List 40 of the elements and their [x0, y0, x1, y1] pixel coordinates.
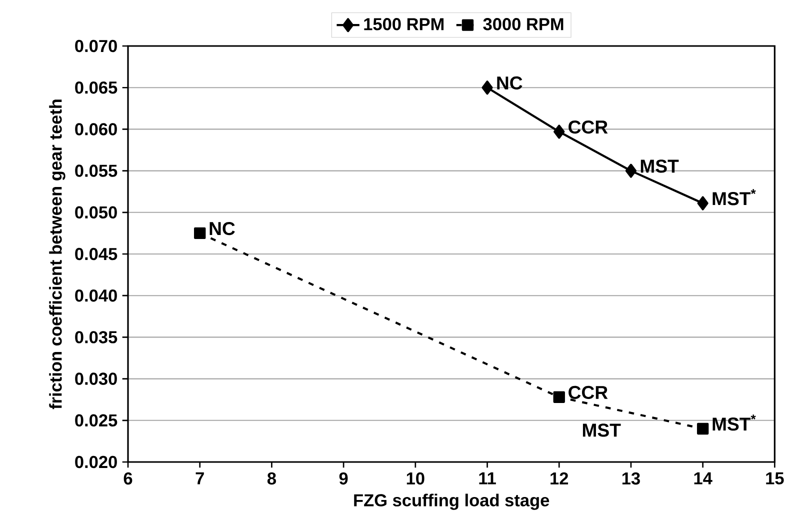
x-tick-label: 8: [267, 472, 276, 485]
x-tick-label: 14: [694, 472, 712, 484]
annotation: MST$^{*}$: [712, 414, 756, 431]
y-tick-label: 0.045: [75, 248, 118, 260]
annotation: NC: [497, 76, 522, 90]
legend-label: 1500 RPM: [364, 18, 444, 30]
y-tick-label: 0.065: [75, 81, 118, 94]
annotation: MST: [640, 160, 679, 173]
x-tick-label: 13: [622, 472, 640, 485]
x-tick-label: 11: [479, 472, 496, 484]
annotation: MST: [582, 424, 621, 437]
y-tick-label: 0.020: [75, 456, 117, 468]
annotation: MST$^{*}$: [712, 189, 756, 206]
point: [482, 80, 493, 95]
y-tick-label: 0.055: [75, 164, 118, 177]
annotation: CCR: [568, 386, 608, 400]
point: [553, 391, 565, 403]
x-tick-label: 7: [196, 472, 204, 484]
y-tick-label: 0.070: [75, 40, 117, 52]
legend-label: 3000 RPM: [483, 18, 564, 30]
y-tick-label: 0.025: [75, 414, 118, 427]
point: [194, 227, 206, 240]
point: [554, 124, 565, 139]
x-tick-label: 12: [550, 472, 568, 484]
x-tick-label: 15: [766, 472, 784, 484]
y-tick-label: 0.040: [75, 289, 117, 302]
x-tick-label: 6: [124, 472, 132, 485]
point: [696, 422, 709, 435]
annotation: NC: [210, 222, 235, 236]
y-tick-label: 0.035: [75, 331, 118, 344]
y-tick-label: 0.060: [75, 123, 117, 136]
annotation: CCR: [568, 120, 608, 134]
y-tick-label: 0.050: [75, 206, 117, 219]
y-tick-label: 0.030: [75, 372, 117, 385]
point: [625, 164, 637, 178]
y-axis-title: friction coefficient between gear teeth: [49, 100, 66, 410]
point: [697, 196, 708, 210]
x-axis-title: FZG scuffing load stage: [354, 494, 550, 510]
x-tick-label: 10: [406, 472, 424, 485]
x-tick-label: 9: [339, 472, 348, 485]
